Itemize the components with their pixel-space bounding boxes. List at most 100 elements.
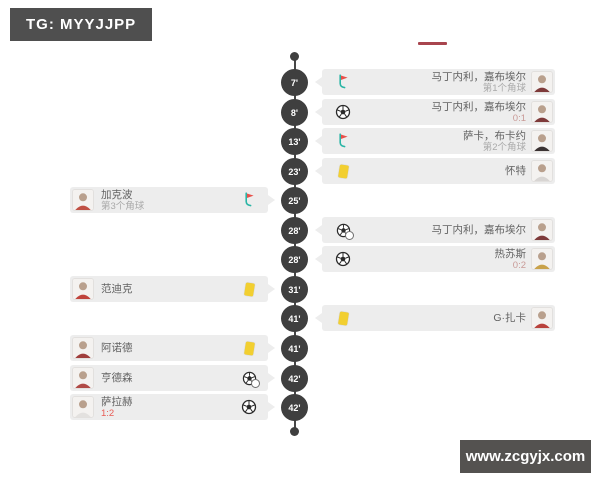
event-detail: 1:2	[101, 407, 115, 419]
player-avatar	[531, 160, 553, 182]
event-detail: 0:1	[512, 112, 526, 124]
event-row-yellow-card[interactable]: 怀特	[315, 158, 555, 184]
player-photo	[73, 279, 93, 299]
event-text: 怀特	[505, 165, 526, 177]
player-name: 范迪克	[101, 283, 133, 295]
minute-bubble: 31'	[281, 276, 308, 303]
event-row-corner[interactable]: 马丁内利，嘉布埃尔 第1个角球	[315, 69, 555, 95]
event-text: G·扎卡	[493, 312, 526, 324]
player-name: 萨拉赫	[101, 395, 133, 408]
player-name: 萨卡，布卡约	[463, 129, 526, 142]
minute-bubble: 41'	[281, 305, 308, 332]
row-pointer	[268, 284, 275, 294]
player-name: 亨德森	[101, 372, 133, 384]
row-pointer	[268, 343, 275, 353]
event-text: 亨德森	[101, 372, 133, 384]
assist-icon-box	[239, 371, 260, 388]
player-name: 马丁内利，嘉布埃尔	[431, 70, 527, 83]
goal-icon-box	[333, 104, 353, 120]
minute-bubble: 28'	[281, 246, 308, 273]
event-text: 范迪克	[101, 283, 133, 295]
goal-icon-box	[333, 251, 353, 267]
row-pointer	[268, 402, 275, 412]
player-photo	[532, 102, 552, 122]
player-photo	[532, 308, 552, 328]
assist-icon-box	[333, 223, 354, 240]
row-pointer	[315, 166, 322, 176]
yellow-card-icon-box	[239, 281, 259, 297]
player-name: 加克波	[101, 188, 133, 201]
corner-flag-icon	[339, 74, 348, 89]
player-photo	[73, 190, 93, 210]
player-photo	[73, 397, 93, 417]
assist-badge-icon	[251, 378, 260, 388]
player-avatar	[531, 101, 553, 123]
row-pointer	[315, 225, 322, 235]
event-row-goal[interactable]: 萨拉赫 1:2	[70, 394, 275, 420]
site-watermark: www.zcgyjx.com	[460, 440, 591, 473]
event-row-goal[interactable]: 马丁内利，嘉布埃尔 0:1	[315, 99, 555, 125]
event-row-yellow-card[interactable]: 范迪克	[70, 276, 275, 302]
row-pointer	[315, 136, 322, 146]
player-name: 阿诺德	[101, 342, 133, 354]
minute-bubble: 7'	[281, 69, 308, 96]
minute-bubble: 42'	[281, 394, 308, 421]
event-row-yellow-card[interactable]: 阿诺德	[70, 335, 275, 361]
player-avatar	[72, 189, 94, 211]
corner-icon-box	[239, 192, 259, 208]
player-avatar	[531, 307, 553, 329]
event-row-goal[interactable]: 热苏斯 0:2	[315, 246, 555, 272]
player-name: 怀特	[505, 165, 526, 177]
yellow-card-icon-box	[333, 163, 353, 179]
event-row-yellow-card[interactable]: G·扎卡	[315, 305, 555, 331]
row-pointer	[268, 195, 275, 205]
player-name: G·扎卡	[493, 312, 526, 324]
player-photo	[532, 72, 552, 92]
timeline-end-dot	[290, 427, 299, 436]
yellow-card-icon	[337, 310, 349, 326]
soccer-ball-icon	[241, 399, 257, 415]
event-row-assist[interactable]: 马丁内利，嘉布埃尔	[315, 217, 555, 243]
soccer-ball-icon	[335, 104, 351, 120]
player-avatar	[72, 337, 94, 359]
corner-icon-box	[333, 74, 353, 90]
event-row-corner[interactable]: 萨卡，布卡约 第2个角球	[315, 128, 555, 154]
yellow-card-icon	[243, 340, 255, 356]
player-avatar	[72, 278, 94, 300]
event-row-corner[interactable]: 加克波 第3个角球	[70, 187, 275, 213]
player-avatar	[72, 367, 94, 389]
event-text: 阿诺德	[101, 342, 133, 354]
row-pointer	[315, 254, 322, 264]
event-text: 萨卡，布卡约 第2个角球	[463, 130, 526, 153]
player-avatar	[72, 396, 94, 418]
timeline-start-dot	[290, 52, 299, 61]
row-pointer	[315, 77, 322, 87]
event-row-assist[interactable]: 亨德森	[70, 365, 275, 391]
minute-bubble: 13'	[281, 128, 308, 155]
player-avatar	[531, 130, 553, 152]
yellow-card-icon-box	[239, 340, 259, 356]
minute-bubble: 8'	[281, 99, 308, 126]
minute-bubble: 41'	[281, 335, 308, 362]
minute-bubble: 23'	[281, 158, 308, 185]
corner-flag-icon	[245, 192, 254, 207]
minute-bubble: 28'	[281, 217, 308, 244]
row-pointer	[315, 107, 322, 117]
top-accent-line	[418, 42, 447, 45]
player-photo	[532, 161, 552, 181]
telegram-badge: TG: MYYJJPP	[10, 8, 153, 41]
assist-badge-icon	[345, 230, 354, 240]
soccer-ball-icon	[335, 251, 351, 267]
corner-icon-box	[333, 133, 353, 149]
timeline-axis	[294, 57, 296, 431]
player-avatar	[531, 219, 553, 241]
corner-flag-icon	[339, 133, 348, 148]
yellow-card-icon-box	[333, 310, 353, 326]
goal-icon-box	[239, 399, 259, 415]
soccer-ball-icon	[242, 371, 256, 385]
player-name: 马丁内利，嘉布埃尔	[431, 100, 527, 113]
player-name: 马丁内利，嘉布埃尔	[431, 224, 527, 236]
row-pointer	[268, 373, 275, 383]
event-text: 马丁内利，嘉布埃尔	[432, 224, 527, 236]
player-photo	[73, 338, 93, 358]
